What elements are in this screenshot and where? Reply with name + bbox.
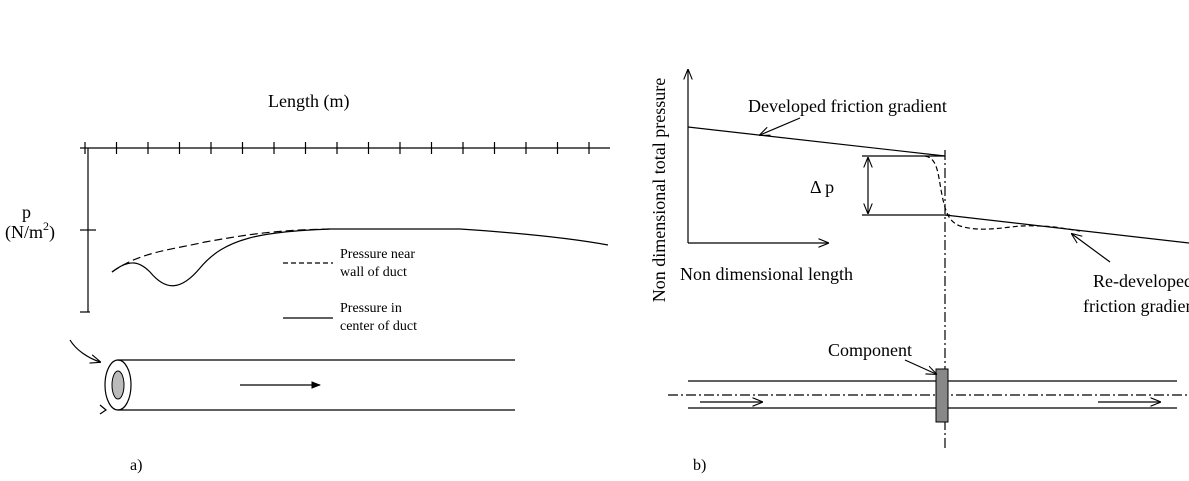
- label-pointer: [904, 359, 936, 374]
- pipe-bore: [111, 370, 125, 400]
- unit-exponent: 2: [43, 219, 49, 233]
- y-axis-title: Non dimensional total pressure: [649, 78, 669, 302]
- panel-label: b): [693, 457, 706, 474]
- legend-text: wall of duct: [340, 265, 407, 280]
- component: [935, 368, 949, 423]
- x-axis-title: Length (m): [268, 91, 349, 112]
- upper-line-label: Developed friction gradient: [748, 96, 947, 116]
- developed-gradient: [687, 126, 946, 157]
- lower-line-label: Re-developed: [1093, 271, 1189, 291]
- legend-text: center of duct: [340, 319, 417, 334]
- transition-curve: [924, 155, 1081, 232]
- redeveloped-gradient: [944, 214, 1189, 244]
- label-pointer: [1072, 234, 1111, 263]
- unit-base: (N/m: [5, 222, 43, 243]
- curved-arrow: [69, 339, 100, 362]
- panel-a: Length (m) p (N/m2) Pressure near wall o…: [5, 91, 610, 474]
- pipe-mark: [99, 404, 108, 415]
- panel-b: Non dimensional total pressure Non dimen…: [649, 70, 1189, 474]
- legend-text: Pressure in: [340, 301, 402, 316]
- panel-label: a): [130, 457, 142, 474]
- y-axis-symbol: p: [22, 202, 31, 222]
- legend-text: Pressure near: [340, 247, 415, 262]
- label-pointer: [760, 117, 801, 135]
- lower-line-label: friction gradient: [1083, 296, 1189, 316]
- center-pressure-curve: [111, 228, 609, 287]
- x-axis-title: Non dimensional length: [680, 264, 853, 284]
- unit-close: ): [49, 222, 55, 243]
- wall-pressure-curve: [111, 228, 331, 273]
- pipe-end: [104, 359, 132, 411]
- axis-ticks: [84, 142, 590, 154]
- component-label: Component: [828, 340, 912, 360]
- delta-label: Δ p: [810, 177, 834, 197]
- y-axis-unit: (N/m2): [5, 219, 55, 243]
